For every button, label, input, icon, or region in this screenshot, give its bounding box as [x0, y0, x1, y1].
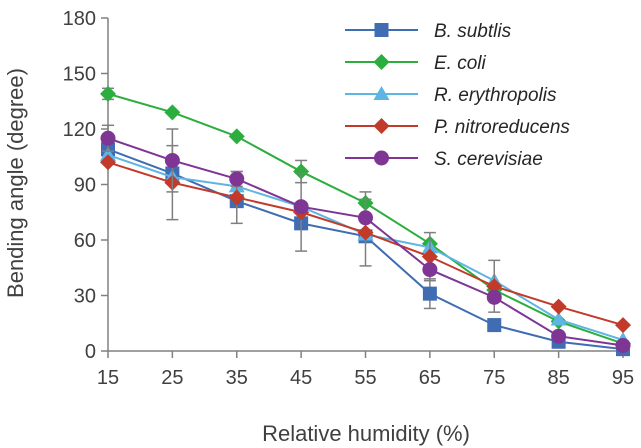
- legend-item-4: P. nitroreducens: [345, 117, 570, 138]
- data-point: [358, 210, 373, 226]
- legend-label: B. subtlis: [434, 21, 512, 42]
- data-point: [100, 130, 116, 146]
- data-point: [228, 128, 245, 145]
- data-point: [615, 317, 631, 334]
- x-tick-label: 25: [161, 367, 183, 389]
- legend-label: E. coli: [434, 53, 487, 74]
- legend-item-3: R. erythropolis: [345, 85, 557, 106]
- legend-label: S. cerevisiae: [434, 149, 543, 170]
- data-point: [100, 154, 116, 171]
- x-tick-label: 35: [226, 367, 248, 389]
- x-tick-label: 55: [354, 367, 376, 389]
- series-layer: [100, 85, 631, 357]
- x-tick-label: 75: [483, 367, 505, 389]
- y-tick-label: 180: [63, 8, 96, 30]
- x-tick-label: 95: [612, 367, 634, 389]
- x-tick-label: 15: [97, 367, 119, 389]
- data-point: [228, 189, 245, 206]
- data-point: [100, 85, 116, 102]
- legend-item-5: S. cerevisiae: [345, 149, 543, 170]
- data-point: [229, 171, 245, 187]
- x-axis-title: Relative humidity (%): [262, 421, 470, 446]
- legend-marker: [374, 150, 389, 166]
- legend-label: P. nitroreducens: [434, 117, 570, 138]
- x-tick-label: 45: [290, 367, 312, 389]
- data-point: [487, 318, 502, 333]
- y-axis-title: Bending angle (degree): [3, 68, 28, 298]
- data-point: [293, 199, 309, 215]
- x-tick-label: 65: [419, 367, 441, 389]
- y-tick-label: 60: [74, 230, 96, 252]
- legend-marker: [374, 23, 389, 37]
- legend-marker: [373, 54, 390, 70]
- y-tick-label: 150: [63, 64, 96, 86]
- y-tick-label: 30: [74, 286, 96, 308]
- data-point: [164, 152, 180, 168]
- y-tick-label: 90: [74, 175, 96, 197]
- data-point: [100, 146, 116, 161]
- data-point: [357, 224, 374, 241]
- y-tick-label: 0: [85, 341, 96, 363]
- data-point: [615, 337, 631, 353]
- data-point: [422, 262, 438, 278]
- legend: B. subtlis E. coli R. erythropolis P. nitro…: [345, 21, 570, 170]
- data-point: [550, 298, 567, 315]
- data-point: [550, 311, 567, 326]
- legend-marker: [373, 118, 390, 134]
- data-point: [551, 328, 567, 344]
- data-point: [293, 163, 310, 180]
- x-ticks: 15 25 35 45 55 65 75 85 95: [97, 351, 634, 389]
- series-4: [100, 144, 631, 334]
- y-ticks: 0 30 60 90 120 150 180: [63, 8, 108, 363]
- data-point: [486, 278, 503, 295]
- data-point: [422, 286, 437, 301]
- legend-item-2: E. coli: [345, 53, 487, 74]
- legend-item-1: B. subtlis: [345, 21, 512, 42]
- legend-marker: [373, 86, 390, 100]
- axes: 0 30 60 90 120 150 180 15 25 35 45 55 65 75 85 95: [63, 8, 635, 389]
- data-point: [421, 248, 438, 265]
- series-5: [100, 124, 631, 353]
- x-tick-label: 85: [548, 367, 570, 389]
- legend-label: R. erythropolis: [434, 85, 557, 106]
- y-tick-label: 120: [63, 119, 96, 141]
- data-point: [486, 289, 502, 305]
- data-point: [164, 104, 181, 121]
